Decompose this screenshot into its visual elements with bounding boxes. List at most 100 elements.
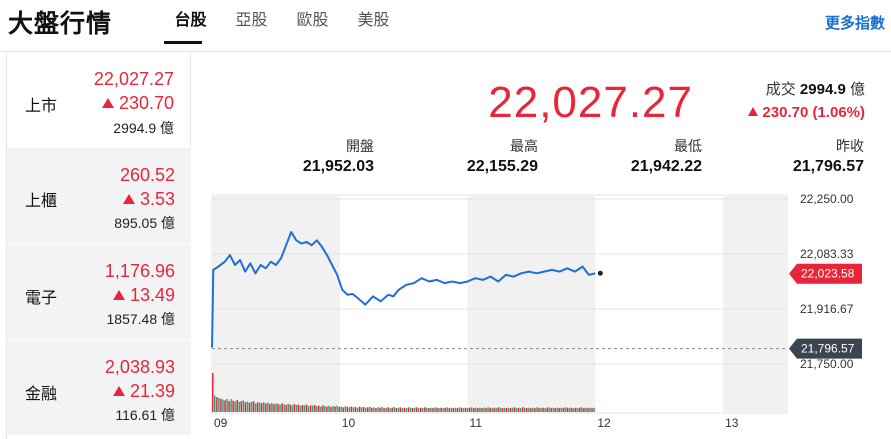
up-arrow-icon (748, 107, 759, 116)
volume-bar (318, 405, 320, 412)
volume-bar (289, 404, 292, 412)
volume-bar (346, 406, 349, 412)
volume-bar (558, 408, 561, 412)
volume-bar (313, 404, 316, 412)
volume-bar (479, 407, 481, 412)
volume-bar (499, 407, 502, 412)
sidebar-item-listed[interactable]: 上市 22,027.27 230.70 2994.9 億 (7, 52, 191, 148)
volume-bar (397, 407, 400, 412)
volume-bar (338, 406, 340, 412)
y-tick-label: 21,916.67 (800, 302, 854, 316)
volume-bar (303, 405, 306, 412)
volume-bar (391, 407, 393, 412)
volume-bar (426, 407, 428, 412)
tab-europe[interactable]: 歐股 (296, 12, 329, 29)
x-tick-label: 09 (214, 416, 228, 430)
page-title: 大盤行情 (8, 10, 113, 38)
sidebar-item-name: 上櫃 (25, 193, 58, 210)
volume-bar (546, 407, 548, 412)
sidebar-item-change: 230.70 (101, 93, 174, 114)
volume-bar (568, 408, 571, 412)
volume-bar (503, 407, 506, 412)
volume-bar (544, 408, 546, 412)
volume-bar (589, 407, 591, 412)
volume-bar (297, 404, 300, 412)
volume-bar (438, 408, 440, 412)
volume-bar (222, 399, 224, 412)
volume-bar (564, 407, 567, 412)
volume-bar (283, 404, 285, 412)
volume-bar (265, 403, 267, 412)
volume-bar (444, 407, 446, 412)
volume-bar (468, 407, 471, 412)
volume-bar (515, 408, 518, 412)
y-tick-label: 22,250.00 (800, 192, 854, 206)
volume-bar (395, 408, 398, 412)
volume-bar (291, 405, 294, 412)
volume-bar (576, 408, 579, 412)
stat-prev-close-value: 21,796.57 (792, 158, 864, 175)
volume-bar (583, 408, 585, 412)
volume-bar (462, 408, 465, 412)
volume-bar (436, 407, 438, 412)
more-indices-link[interactable]: 更多指數 (824, 15, 885, 32)
price-change-value: 230.70 (1.06%) (762, 104, 865, 121)
volume-bar (385, 407, 387, 412)
volume-bar (487, 407, 489, 412)
volume-bar (581, 407, 583, 412)
volume-bar (517, 407, 520, 412)
volume-bar (232, 400, 234, 412)
sidebar-item-change-value: 13.49 (129, 285, 175, 305)
sidebar-item-finance[interactable]: 金融 2,038.93 21.39 116.61 億 (7, 340, 191, 436)
volume-bar (572, 408, 575, 412)
volume-bar (570, 407, 573, 412)
up-arrow-icon (112, 386, 125, 396)
volume-bar (330, 406, 332, 412)
volume-bar (387, 407, 389, 412)
volume-bar (366, 407, 369, 412)
volume-bar (305, 404, 308, 412)
x-tick-label: 13 (725, 416, 739, 430)
up-arrow-icon (122, 194, 135, 204)
sidebar-item-otc[interactable]: 上櫃 260.52 3.53 895.05 億 (7, 148, 191, 244)
volume-bar (273, 404, 275, 412)
volume-bar (532, 407, 534, 412)
trade-volume-unit: 億 (849, 81, 865, 98)
tab-taiwan[interactable]: 台股 (160, 0, 221, 44)
tab-asia[interactable]: 亞股 (235, 12, 268, 29)
volume-bar (422, 408, 424, 412)
sidebar-item-volume: 895.05 億 (114, 215, 175, 231)
tab-us[interactable]: 美股 (357, 12, 390, 29)
y-tick-label: 22,083.33 (800, 247, 854, 261)
volume-bar (548, 407, 550, 412)
volume-bar (497, 407, 499, 412)
volume-bar (413, 407, 416, 412)
volume-bar (550, 408, 553, 412)
volume-bar (354, 406, 357, 412)
volume-bar (220, 398, 222, 412)
index-sidebar: 上市 22,027.27 230.70 2994.9 億 上櫃 260.52 3… (6, 52, 191, 439)
volume-bar (432, 408, 434, 412)
volume-bar (246, 401, 249, 412)
volume-bar (401, 408, 404, 412)
volume-bar (240, 401, 243, 412)
sidebar-item-change: 21.39 (112, 381, 175, 402)
volume-bar (446, 407, 449, 412)
sidebar-item-change-value: 230.70 (118, 93, 174, 113)
volume-bar (424, 407, 426, 412)
volume-bar (224, 400, 226, 412)
volume-bar (587, 408, 589, 412)
stat-open-label: 開盤 (346, 138, 374, 154)
sidebar-item-volume: 2994.9 億 (113, 120, 174, 136)
volume-bar (562, 408, 565, 412)
volume-bar (285, 404, 287, 412)
volume-bar (242, 400, 245, 412)
volume-bar (509, 408, 512, 412)
volume-bar (258, 402, 261, 412)
volume-bar (311, 405, 314, 412)
volume-bar (371, 407, 373, 412)
volume-bar (481, 408, 483, 412)
volume-bar (299, 405, 302, 412)
sidebar-item-electronics[interactable]: 電子 1,176.96 13.49 1857.48 億 (7, 244, 191, 340)
volume-bar (530, 408, 532, 412)
